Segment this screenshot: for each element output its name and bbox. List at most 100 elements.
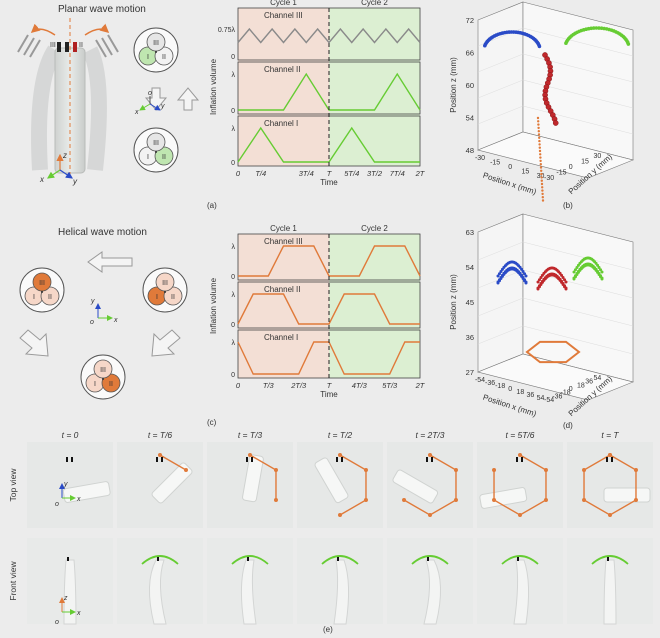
red-wave-l1-pt-16 xyxy=(560,280,564,284)
x-tick-5: 3T/2 xyxy=(367,169,383,178)
floor xyxy=(477,353,634,401)
front-arc-6 xyxy=(591,555,629,565)
orange-trace-pt-20 xyxy=(540,182,544,186)
top-path-3 xyxy=(339,454,367,516)
x-tick-0: -30 xyxy=(475,155,485,162)
orange-trace-pt-2 xyxy=(537,123,540,126)
xs-a-top-chan-label-1: I xyxy=(147,54,149,61)
photo-o-letter: o xyxy=(55,501,59,508)
y-tick-2: 0 xyxy=(569,164,573,171)
series-line-0 xyxy=(237,27,421,44)
orange-trace-pt-19 xyxy=(540,179,543,182)
green-wave-l2-pt-0 xyxy=(572,270,576,274)
front-tube-5 xyxy=(513,559,530,625)
series-name-0: Channel III xyxy=(264,237,303,246)
x-tick-4: 4T/3 xyxy=(352,381,368,390)
grid-b-1 xyxy=(522,105,634,135)
blue-wave-l1-pt-1 xyxy=(497,279,501,283)
grid-l-1 xyxy=(477,105,524,125)
x-tick-4: 5T/4 xyxy=(344,169,359,178)
xs-a-bottom-chan-label-2: II xyxy=(162,154,166,161)
blue-wave-l2-pt-19 xyxy=(524,274,528,278)
x-tick-1: T/4 xyxy=(255,169,266,178)
wall-back xyxy=(522,213,634,383)
top-marker-b-4 xyxy=(431,457,433,462)
y-tick-5: 36 xyxy=(585,379,593,386)
blue-wave-l1-pt-17 xyxy=(521,276,525,280)
orange-trace-pt-11 xyxy=(539,153,542,156)
front-tube-3 xyxy=(333,559,350,625)
axis-o-c: o xyxy=(90,319,94,326)
wall-left xyxy=(477,1,524,151)
z-tick-1: 66 xyxy=(466,49,474,58)
xs-c-bottom-chan-label-3: III xyxy=(100,367,106,374)
z-tick-2: 60 xyxy=(466,81,474,90)
orange-trace-pt-1 xyxy=(537,120,540,123)
xs-a-top-chan-2 xyxy=(154,46,174,66)
xs-a-bottom-chan-2 xyxy=(154,146,174,166)
top-path-5 xyxy=(493,454,547,516)
axis-z-a: z xyxy=(62,151,67,160)
y-tick-1: -15 xyxy=(556,170,566,177)
x-axis-label: Position x (mm) xyxy=(482,171,538,197)
xs-c-right-chan-label-2: II xyxy=(171,294,175,301)
cycle-2-label: Cycle 2 xyxy=(361,0,388,7)
top-node-3-3 xyxy=(338,513,342,517)
series-ytick0-2: 0 xyxy=(231,160,235,167)
green-wave-l1-pt-2 xyxy=(575,272,579,276)
top-marker-b-5 xyxy=(521,457,523,462)
blue-wave-l2-pt-18 xyxy=(523,272,527,276)
x-tick-6: 2T xyxy=(415,381,426,390)
grid-b-2 xyxy=(522,297,634,327)
green-trace-pt-18 xyxy=(591,26,596,30)
top-marker-a-2 xyxy=(246,457,248,462)
red-wave-l2-pt-18 xyxy=(563,278,567,282)
front-marker-4 xyxy=(427,557,429,561)
xs-c-left-center xyxy=(41,291,43,293)
top-node-6-1 xyxy=(633,468,638,472)
time-label-1: t = T/6 xyxy=(148,430,173,440)
coord-c: y x o xyxy=(90,298,118,326)
photo-grid: t = 0 t = T/6 t = T/3 t = T/2 t = 2T/3 t = 5T… xyxy=(8,430,653,626)
top-marker-b-2 xyxy=(251,457,253,462)
z-tick-0: 72 xyxy=(466,16,474,25)
green-wave-l2-pt-19 xyxy=(600,270,604,274)
x-tick-6: 54 xyxy=(537,395,545,402)
blue-wave-l2-pt-16 xyxy=(520,267,524,271)
xs-a-top-center xyxy=(155,51,157,53)
red-trace-pt-17 xyxy=(552,120,559,126)
cycle-1-label: Cycle 1 xyxy=(270,224,297,233)
top-marker-a-5 xyxy=(516,457,518,462)
orange-trace-pt-0 xyxy=(536,116,540,120)
orange-trace-pt-24 xyxy=(541,196,544,199)
series-ytick-0: 0.75λ xyxy=(218,27,236,34)
blue-wave-l2-pt-1 xyxy=(497,272,501,276)
blue-wave-l1-pt-16 xyxy=(520,274,524,278)
red-wave-l1-pt-0 xyxy=(536,287,540,291)
z-tick-0: 63 xyxy=(466,228,474,237)
green-wave-l2-pt-16 xyxy=(596,263,600,267)
y-tick-0: -30 xyxy=(544,175,554,182)
z-tick-4: 27 xyxy=(466,368,474,377)
top-node-4-4 xyxy=(402,498,407,502)
top-node-5-5 xyxy=(492,468,497,472)
front-tube-0 xyxy=(63,559,77,625)
series-ytick-0: λ xyxy=(232,244,236,251)
series-ytick-1: λ xyxy=(232,292,236,299)
xs-c-right-chan-2 xyxy=(163,286,183,306)
top-path-1 xyxy=(159,454,187,471)
green-wave-l2-pt-17 xyxy=(597,265,601,269)
xs-a-bottom-chan-label-1: I xyxy=(147,154,149,161)
y-tick-3: 0 xyxy=(569,386,573,393)
x-axis-label: Time xyxy=(320,390,338,399)
xs-a-bottom-chan-label-3: III xyxy=(153,140,159,147)
photo-y-letter: y xyxy=(63,481,68,488)
photo-o2-letter: o xyxy=(55,619,59,626)
top-tube-2 xyxy=(242,454,264,503)
green-wave-l2-pt-1 xyxy=(573,268,577,272)
blue-wave-l1-pt-2 xyxy=(499,276,503,280)
xs-c-left-chan-2 xyxy=(40,286,60,306)
x-tick-4: 30 xyxy=(537,173,545,180)
top-node-2-1 xyxy=(273,468,278,472)
